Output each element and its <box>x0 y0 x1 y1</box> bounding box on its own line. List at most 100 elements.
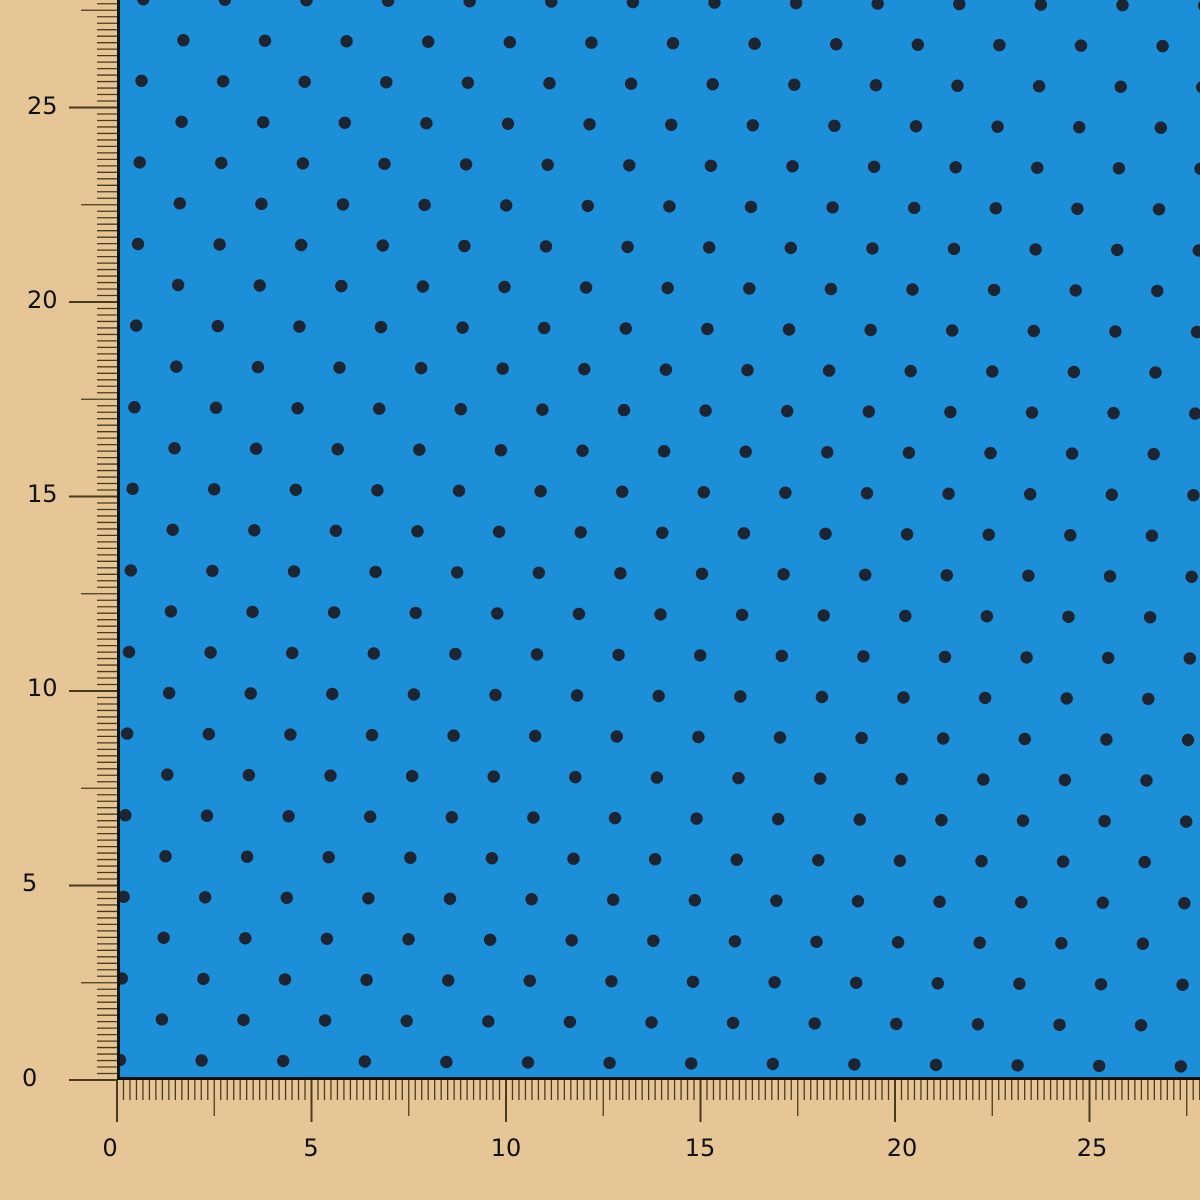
dot <box>984 446 997 460</box>
dot <box>614 567 627 580</box>
dot <box>1197 0 1200 11</box>
dot <box>815 690 829 704</box>
dot <box>732 771 745 785</box>
dot <box>857 650 870 663</box>
dot <box>496 362 509 375</box>
dot <box>213 238 226 251</box>
dot <box>1192 244 1200 257</box>
dot <box>369 565 382 579</box>
dot <box>666 37 680 50</box>
dot <box>860 487 874 500</box>
dot <box>1176 978 1189 991</box>
dot <box>1190 325 1200 339</box>
dot <box>246 605 259 619</box>
dot <box>200 809 214 822</box>
dot <box>900 528 914 541</box>
dot <box>685 1057 698 1070</box>
dot <box>289 483 302 496</box>
ruler-label: 10 <box>27 674 58 702</box>
dot <box>291 402 304 415</box>
dot <box>195 1054 208 1067</box>
dot <box>699 404 712 417</box>
dot <box>177 34 190 47</box>
dot <box>909 120 923 133</box>
dot <box>298 75 311 89</box>
dot <box>282 810 295 823</box>
dot <box>576 444 589 457</box>
dot <box>404 851 417 864</box>
dot <box>216 75 230 88</box>
dot <box>458 239 471 253</box>
dot <box>287 565 301 578</box>
dot <box>126 482 139 495</box>
dot <box>810 935 823 948</box>
dot <box>1142 692 1155 706</box>
dot <box>491 607 504 620</box>
dot <box>197 972 210 986</box>
dot <box>650 771 664 784</box>
dot <box>300 0 313 7</box>
dot <box>704 159 718 172</box>
dot <box>899 609 912 623</box>
dot <box>701 322 714 336</box>
dot <box>380 76 393 89</box>
dot <box>828 119 841 132</box>
dot <box>135 74 148 88</box>
dot <box>202 727 215 741</box>
dot <box>1187 489 1200 502</box>
dot <box>326 687 339 701</box>
dot <box>539 240 553 253</box>
dot <box>624 77 638 90</box>
dot <box>579 281 593 294</box>
dot <box>244 687 257 700</box>
dot <box>367 647 380 660</box>
dot <box>498 280 511 294</box>
dot <box>360 973 373 987</box>
dot <box>534 485 547 498</box>
ruler-label: 0 <box>22 1064 38 1092</box>
dot <box>781 404 794 418</box>
dot <box>1053 1018 1066 1031</box>
dot <box>120 1053 127 1067</box>
dot <box>400 1014 413 1028</box>
dot <box>1102 651 1115 665</box>
dot <box>1109 325 1122 338</box>
dot <box>120 890 130 903</box>
ruler-label: 15 <box>27 480 58 508</box>
dot <box>414 361 428 375</box>
dot <box>973 936 986 949</box>
dot <box>1185 570 1198 583</box>
dot <box>946 324 959 337</box>
dot <box>775 649 788 663</box>
dot <box>536 403 549 416</box>
dot <box>525 893 538 906</box>
dot <box>621 240 634 254</box>
dot <box>296 157 310 170</box>
dot <box>164 605 178 618</box>
dot <box>978 691 992 705</box>
dot <box>122 645 136 659</box>
dot <box>931 977 944 990</box>
dot <box>1064 529 1077 542</box>
dot <box>1107 406 1120 420</box>
dot <box>1098 814 1111 828</box>
ruler-label: 5 <box>303 1134 319 1162</box>
dot <box>1062 610 1075 623</box>
dot <box>612 648 625 662</box>
dot <box>891 936 905 949</box>
dot <box>862 405 875 418</box>
dot <box>578 362 591 376</box>
dot <box>1183 652 1197 665</box>
dot <box>318 1014 332 1027</box>
dot <box>166 523 179 536</box>
dot <box>211 319 224 333</box>
dot <box>340 35 353 48</box>
dot <box>1071 202 1084 215</box>
dot <box>975 854 988 868</box>
dot <box>867 160 881 173</box>
dot <box>782 323 796 336</box>
dot <box>993 38 1006 52</box>
dot <box>855 731 868 745</box>
dot <box>358 1055 371 1068</box>
dot <box>971 1018 985 1031</box>
